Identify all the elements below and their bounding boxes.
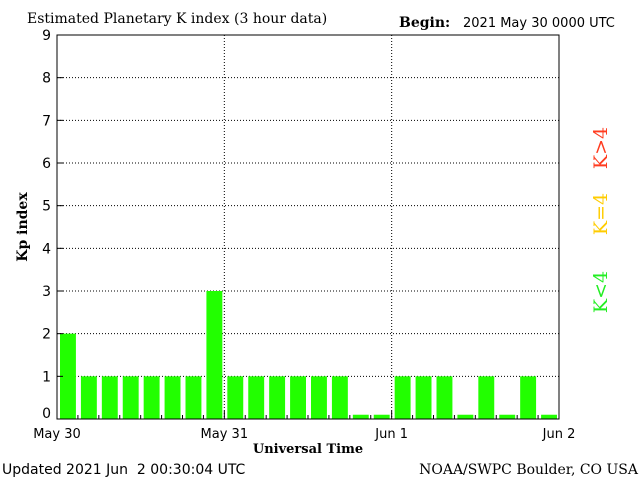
- y-axis-label: Kp index: [15, 192, 31, 262]
- kp-bar: [80, 376, 97, 419]
- kp-bar: [60, 333, 76, 419]
- source-credit: NOAA/SWPC Boulder, CO USA: [419, 462, 639, 478]
- kp-bar: [227, 376, 244, 419]
- kp-bar: [499, 414, 516, 419]
- y-tick-label: 0: [42, 406, 51, 422]
- kp-bar: [520, 376, 537, 419]
- chart-title: Estimated Planetary K index (3 hour data…: [27, 11, 327, 27]
- kp-bar: [122, 376, 139, 419]
- kp-bar: [415, 376, 432, 419]
- plot-frame: [56, 34, 560, 420]
- y-tick-label: 8: [42, 71, 51, 87]
- begin-label: Begin:: [399, 15, 450, 31]
- kp-bar: [164, 376, 181, 419]
- y-tick-label: 4: [42, 241, 51, 257]
- kp-bar: [394, 376, 411, 419]
- x-tick-label: Jun 2: [542, 427, 576, 442]
- begin-value: 2021 May 30 0000 UTC: [463, 16, 615, 31]
- kp-bar: [143, 376, 160, 419]
- kp-bar: [101, 376, 118, 419]
- kp-bar: [311, 376, 327, 419]
- kp-bar: [541, 414, 557, 419]
- kp-bar: [269, 376, 286, 419]
- legend: K<4 K=4 K>4: [590, 127, 612, 313]
- y-tick-label: 1: [42, 369, 51, 385]
- kp-bar: [206, 291, 223, 419]
- y-tick-label: 5: [42, 199, 51, 215]
- y-tick-label: 9: [42, 28, 51, 44]
- kp-bar: [331, 376, 348, 419]
- x-tick-label: Jun 1: [374, 427, 408, 442]
- x-tick-label: May 31: [201, 427, 249, 442]
- y-axis: 0 1 2 3 4 5 6 7 8 9: [42, 28, 63, 422]
- grid-lines: [57, 35, 559, 419]
- legend-k-less-4: K<4: [590, 271, 612, 313]
- kp-bar: [478, 376, 495, 419]
- x-tick-label: May 30: [33, 427, 81, 442]
- kp-bar: [436, 376, 453, 419]
- kp-bar: [352, 414, 369, 419]
- kp-bar: [248, 376, 265, 419]
- updated-timestamp: Updated 2021 Jun 2 00:30:04 UTC: [2, 462, 246, 478]
- y-tick-label: 2: [42, 327, 51, 343]
- kp-bar: [373, 414, 390, 419]
- legend-k-greater-4: K>4: [590, 127, 612, 169]
- x-axis-label: Universal Time: [253, 442, 363, 457]
- kp-bar: [457, 414, 474, 419]
- y-tick-label: 7: [42, 113, 51, 129]
- x-axis: May 30 May 31 Jun 1 Jun 2: [33, 411, 575, 442]
- kp-bar: [290, 376, 306, 419]
- legend-k-equal-4: K=4: [590, 193, 612, 235]
- y-tick-label: 6: [42, 156, 51, 172]
- kp-bar: [185, 376, 202, 419]
- bar-series: [60, 291, 557, 419]
- y-tick-label: 3: [42, 284, 51, 300]
